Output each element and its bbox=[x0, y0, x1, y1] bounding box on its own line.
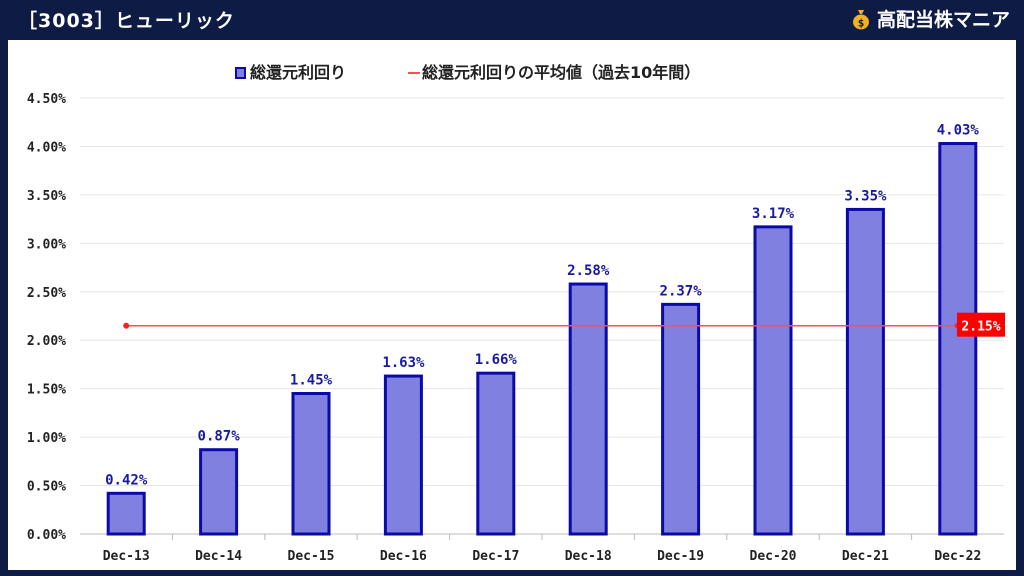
data-label: 0.42% bbox=[105, 472, 148, 488]
data-label: 2.37% bbox=[660, 283, 703, 299]
x-tick-label: Dec-16 bbox=[380, 549, 427, 564]
y-tick-label: 4.00% bbox=[27, 140, 66, 155]
y-tick-label: 3.00% bbox=[27, 237, 66, 252]
y-tick-label: 1.00% bbox=[27, 431, 66, 446]
y-tick-label: 0.50% bbox=[27, 480, 66, 495]
x-tick-label: Dec-21 bbox=[842, 549, 889, 564]
money-bag-icon: $ bbox=[852, 9, 869, 29]
average-label-box bbox=[957, 312, 1005, 337]
bar bbox=[568, 282, 608, 536]
y-tick-label: 4.50% bbox=[27, 92, 66, 107]
bar bbox=[476, 371, 516, 536]
bar bbox=[291, 392, 331, 536]
bar bbox=[938, 142, 978, 536]
data-labels: 0.42% 0.87% 1.45% 1.63% 1.66% 2.58% 2.37% 3.17%… bbox=[105, 123, 979, 489]
legend-average-label: 総還元利回りの平均値（過去10年間） bbox=[422, 63, 700, 82]
svg-text:$: $ bbox=[858, 16, 865, 29]
page-title: ［3003］ヒューリック bbox=[18, 10, 235, 32]
y-tick-label: 0.00% bbox=[27, 528, 66, 543]
x-axis-ticks: Dec-13 Dec-14 Dec-15 Dec-16 Dec-17 Dec-18 Dec-… bbox=[103, 534, 981, 564]
bars bbox=[106, 142, 978, 536]
y-tick-label: 2.00% bbox=[27, 334, 66, 349]
data-label: 1.66% bbox=[475, 352, 518, 368]
legend: 総還元利回り 総還元利回りの平均値（過去10年間） bbox=[235, 63, 700, 82]
data-label: 3.17% bbox=[752, 206, 795, 222]
brand: $ 高配当株マニア bbox=[851, 5, 1010, 32]
y-tick-label: 2.50% bbox=[27, 286, 66, 301]
data-label: 1.45% bbox=[290, 373, 333, 389]
legend-bar-swatch bbox=[235, 67, 246, 79]
average-label: 2.15% bbox=[961, 320, 1000, 335]
y-tick-label: 1.50% bbox=[27, 383, 66, 398]
y-tick-label: 3.50% bbox=[27, 189, 66, 204]
average-line-start-point bbox=[123, 322, 130, 329]
bar bbox=[383, 374, 423, 536]
bar bbox=[845, 207, 885, 536]
data-label: 2.58% bbox=[567, 263, 610, 279]
bar bbox=[106, 491, 146, 536]
chart-panel: 0.00% 0.50% 1.00% 1.50% 2.00% 2.50% 3.00% 3.50%… bbox=[8, 40, 1016, 570]
x-tick-label: Dec-14 bbox=[195, 549, 242, 564]
x-tick-label: Dec-17 bbox=[472, 549, 519, 564]
bar-chart: 0.00% 0.50% 1.00% 1.50% 2.00% 2.50% 3.00% 3.50%… bbox=[27, 63, 1005, 564]
x-tick-label: Dec-22 bbox=[934, 549, 981, 564]
bar bbox=[199, 448, 239, 536]
data-label: 4.03% bbox=[937, 123, 980, 139]
x-tick-label: Dec-18 bbox=[565, 549, 612, 564]
data-label: 0.87% bbox=[198, 429, 241, 445]
y-axis-ticks: 0.00% 0.50% 1.00% 1.50% 2.00% 2.50% 3.00% 3.50%… bbox=[27, 92, 66, 543]
x-tick-label: Dec-13 bbox=[103, 549, 150, 564]
data-label: 3.35% bbox=[844, 188, 887, 204]
brand-name: 高配当株マニア bbox=[876, 9, 1010, 31]
x-tick-label: Dec-15 bbox=[288, 549, 335, 564]
header-bar: ［3003］ヒューリック $ 高配当株マニア bbox=[0, 0, 1024, 40]
x-tick-label: Dec-20 bbox=[750, 549, 797, 564]
bar bbox=[661, 302, 701, 536]
data-label: 1.63% bbox=[382, 355, 425, 371]
x-tick-label: Dec-19 bbox=[657, 549, 704, 564]
legend-bar-label: 総還元利回り bbox=[250, 63, 346, 82]
bar bbox=[753, 225, 793, 536]
average-line-group: 2.15% bbox=[123, 312, 1005, 337]
